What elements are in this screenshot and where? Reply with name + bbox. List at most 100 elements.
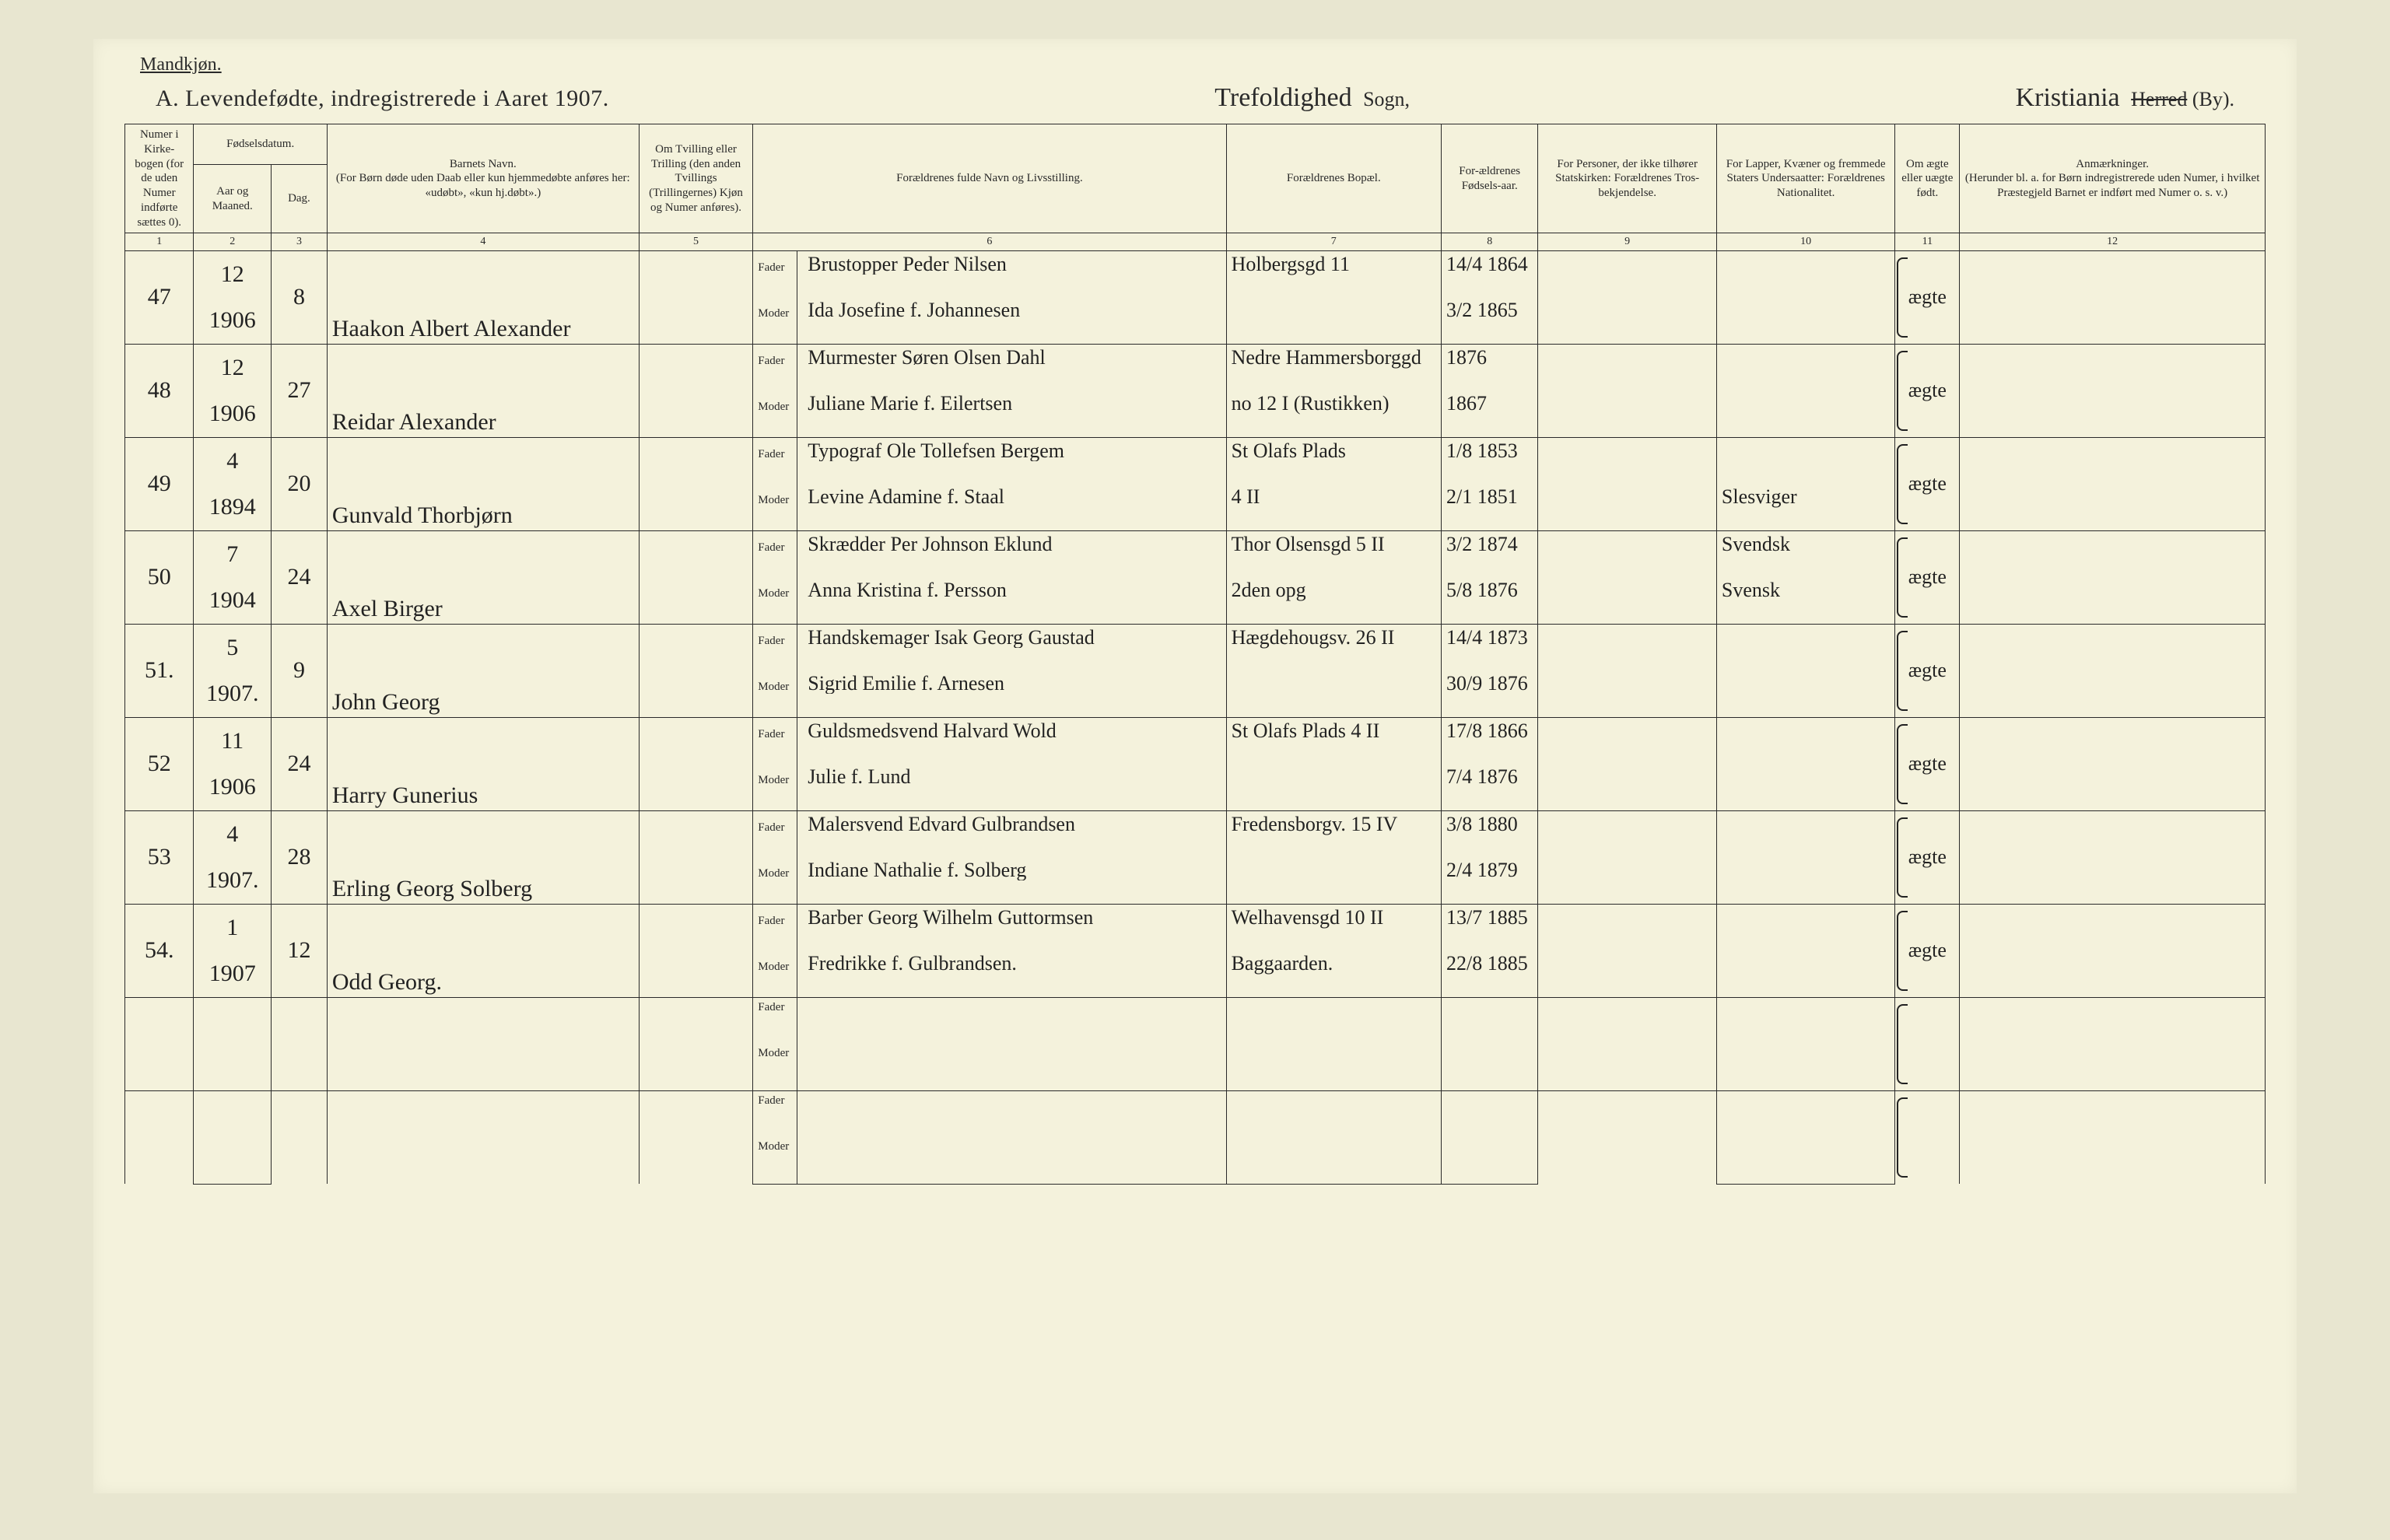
- cell-child: Axel Birger: [327, 530, 639, 624]
- cell-nat-f: Svendsk: [1716, 530, 1894, 577]
- cell-ym-top: [194, 1090, 272, 1137]
- sogn-script: Trefoldighed: [1214, 83, 1358, 112]
- col-header-10: For Lapper, Kvæner og fremmede Staters U…: [1716, 124, 1894, 233]
- cell-twin: [639, 904, 753, 997]
- col-header-11: Om ægte eller uægte født.: [1895, 124, 1960, 233]
- cell-aar-f: 13/7 1885: [1442, 904, 1538, 950]
- cell-aar-m: 5/8 1876: [1442, 577, 1538, 624]
- cell-anm: [1960, 997, 2266, 1090]
- cell-aegte: ægte: [1895, 717, 1960, 810]
- cell-aar-f: 3/2 1874: [1442, 530, 1538, 577]
- table-row: 47 12 8 Haakon Albert Alexander FaderBru…: [125, 250, 2266, 297]
- cell-nat-m: [1716, 670, 1894, 717]
- cell-twin: [639, 437, 753, 530]
- cell-child: Haakon Albert Alexander: [327, 250, 639, 344]
- table-row: 48 12 27 Reidar Alexander FaderMurmester…: [125, 344, 2266, 390]
- cell-nat-f: [1716, 250, 1894, 297]
- cell-tros: [1538, 344, 1716, 437]
- cell-moder: Moder: [753, 1137, 1226, 1184]
- cell-bopael-m: 4 II: [1226, 484, 1441, 530]
- colnum-10: 10: [1716, 233, 1894, 251]
- cell-fader: FaderTypograf Ole Tollefsen Bergem: [753, 437, 1226, 484]
- cell-num: [125, 997, 194, 1090]
- cell-day: 8: [272, 250, 328, 344]
- cell-bopael-f: Fredensborgv. 15 IV: [1226, 810, 1441, 857]
- title-sogn: Trefoldighed Sogn,: [1214, 83, 1410, 113]
- cell-day: 9: [272, 624, 328, 717]
- cell-anm: [1960, 810, 2266, 904]
- colnum-1: 1: [125, 233, 194, 251]
- cell-ym-bot: 1906: [194, 764, 272, 810]
- cell-twin: [639, 997, 753, 1090]
- cell-tros: [1538, 1090, 1716, 1184]
- cell-num: 48: [125, 344, 194, 437]
- col-header-2b: Dag.: [272, 165, 328, 233]
- cell-fader: FaderGuldsmedsvend Halvard Wold: [753, 717, 1226, 764]
- cell-nat-f: [1716, 437, 1894, 484]
- cell-tros: [1538, 437, 1716, 530]
- colnum-12: 12: [1960, 233, 2266, 251]
- cell-child: Erling Georg Solberg: [327, 810, 639, 904]
- cell-num: 50: [125, 530, 194, 624]
- col-header-5: Om Tvilling eller Trilling (den anden Tv…: [639, 124, 753, 233]
- sex-label: Mandkjøn.: [140, 54, 2266, 75]
- cell-aegte: ægte: [1895, 810, 1960, 904]
- register-table: Numer i Kirke-bogen (for de uden Numer i…: [124, 124, 2266, 1185]
- cell-num: [125, 1090, 194, 1184]
- cell-twin: [639, 344, 753, 437]
- cell-nat-f: [1716, 1090, 1894, 1137]
- cell-bopael-f: [1226, 997, 1441, 1044]
- cell-day: 28: [272, 810, 328, 904]
- cell-aar-m: [1442, 1044, 1538, 1090]
- cell-bopael-f: St Olafs Plads: [1226, 437, 1441, 484]
- cell-nat-m: Svensk: [1716, 577, 1894, 624]
- cell-nat-f: [1716, 624, 1894, 670]
- cell-anm: [1960, 1090, 2266, 1184]
- title-herred: Kristiania Herred (By).: [2016, 83, 2234, 113]
- cell-nat-m: [1716, 390, 1894, 437]
- colnum-2: 2: [194, 233, 272, 251]
- title-main: A. Levendefødte, indregistrerede i Aaret…: [156, 86, 609, 112]
- cell-aegte: ægte: [1895, 624, 1960, 717]
- cell-day: 27: [272, 344, 328, 437]
- cell-tros: [1538, 624, 1716, 717]
- col-header-1: Numer i Kirke-bogen (for de uden Numer i…: [125, 124, 194, 233]
- cell-twin: [639, 530, 753, 624]
- cell-aegte: ægte: [1895, 344, 1960, 437]
- cell-aegte: [1895, 997, 1960, 1090]
- cell-nat-m: [1716, 950, 1894, 997]
- table-row: Fader: [125, 997, 2266, 1044]
- cell-aar-f: 3/8 1880: [1442, 810, 1538, 857]
- cell-day: 24: [272, 717, 328, 810]
- cell-day: [272, 1090, 328, 1184]
- cell-nat-f: [1716, 904, 1894, 950]
- cell-bopael-f: Hægdehougsv. 26 II: [1226, 624, 1441, 670]
- cell-ym-top: 12: [194, 344, 272, 390]
- colnum-8: 8: [1442, 233, 1538, 251]
- cell-ym-top: 4: [194, 437, 272, 484]
- colnum-5: 5: [639, 233, 753, 251]
- colnum-4: 4: [327, 233, 639, 251]
- colnum-6: 6: [753, 233, 1226, 251]
- cell-aegte: ægte: [1895, 250, 1960, 344]
- cell-moder: ModerAnna Kristina f. Persson: [753, 577, 1226, 624]
- cell-nat-m: [1716, 297, 1894, 344]
- table-row: 50 7 24 Axel Birger FaderSkrædder Per Jo…: [125, 530, 2266, 577]
- cell-bopael-f: Nedre Hammersborggd: [1226, 344, 1441, 390]
- table-row: 49 4 20 Gunvald Thorbjørn FaderTypograf …: [125, 437, 2266, 484]
- cell-child: [327, 997, 639, 1090]
- cell-tros: [1538, 810, 1716, 904]
- cell-nat-m: [1716, 1137, 1894, 1184]
- cell-ym-bot: 1904: [194, 577, 272, 624]
- cell-num: 54.: [125, 904, 194, 997]
- cell-fader: FaderMalersvend Edvard Gulbrandsen: [753, 810, 1226, 857]
- cell-bopael-f: Thor Olsensgd 5 II: [1226, 530, 1441, 577]
- cell-moder: ModerSigrid Emilie f. Arnesen: [753, 670, 1226, 717]
- cell-bopael-m: [1226, 297, 1441, 344]
- cell-num: 49: [125, 437, 194, 530]
- cell-anm: [1960, 904, 2266, 997]
- cell-nat-f: [1716, 717, 1894, 764]
- cell-aar-f: 1876: [1442, 344, 1538, 390]
- cell-fader: FaderMurmester Søren Olsen Dahl: [753, 344, 1226, 390]
- cell-tros: [1538, 250, 1716, 344]
